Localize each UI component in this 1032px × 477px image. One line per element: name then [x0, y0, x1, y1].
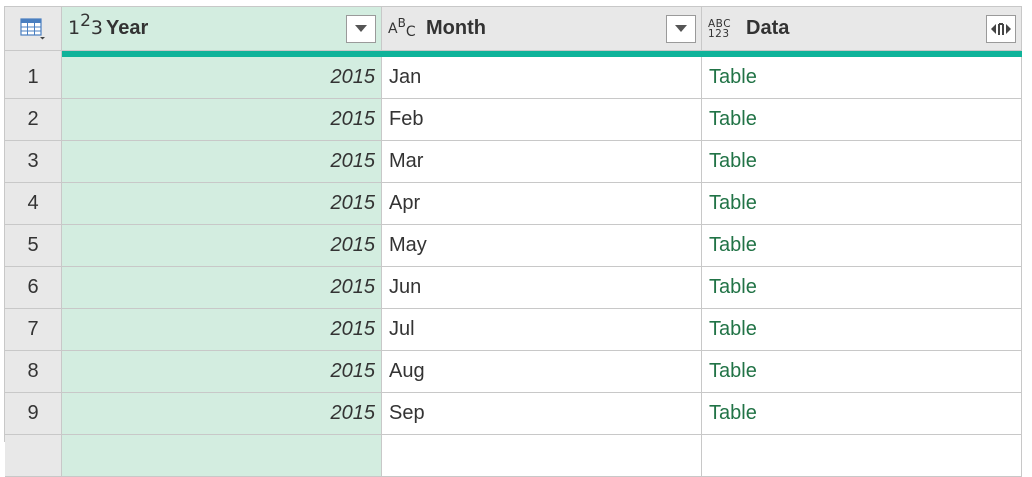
column-label-month: Month [426, 17, 486, 39]
table-row[interactable]: 8 2015 Aug Table [5, 351, 1022, 393]
row-number[interactable]: 7 [5, 309, 62, 351]
cell-month[interactable]: Jun [382, 267, 702, 309]
table-row[interactable]: 2 2015 Feb Table [5, 99, 1022, 141]
cell-month[interactable]: Apr [382, 183, 702, 225]
row-number[interactable]: 9 [5, 393, 62, 435]
cell-data-table-link[interactable]: Table [702, 393, 1022, 435]
cell-data-table-link[interactable]: Table [702, 99, 1022, 141]
cell-year[interactable]: 2015 [62, 141, 382, 183]
row-number[interactable]: 8 [5, 351, 62, 393]
row-number[interactable]: 2 [5, 99, 62, 141]
cell-year[interactable]: 2015 [62, 309, 382, 351]
any-type-icon[interactable]: ABC 123 [708, 17, 732, 40]
cell-year[interactable]: 2015 [62, 57, 382, 99]
cell-month[interactable]: Feb [382, 99, 702, 141]
chevron-down-icon [355, 25, 367, 32]
cell-data-table-link[interactable]: Table [702, 225, 1022, 267]
table-menu-button[interactable] [5, 7, 62, 50]
cell-month[interactable]: Jan [382, 57, 702, 99]
cell-data-table-link[interactable]: Table [702, 351, 1022, 393]
cell-month[interactable]: Sep [382, 393, 702, 435]
row-number[interactable]: 6 [5, 267, 62, 309]
empty-cell [382, 435, 702, 477]
cell-month[interactable]: Aug [382, 351, 702, 393]
cell-month[interactable]: May [382, 225, 702, 267]
table-row[interactable]: 9 2015 Sep Table [5, 393, 1022, 435]
quality-bar-spacer [5, 51, 62, 57]
cell-year[interactable]: 2015 [62, 351, 382, 393]
cell-data-table-link[interactable]: Table [702, 267, 1022, 309]
expand-icon [991, 22, 1011, 35]
row-number[interactable]: 3 [5, 141, 62, 183]
table-row[interactable]: 4 2015 Apr Table [5, 183, 1022, 225]
empty-cell [702, 435, 1022, 477]
cell-year[interactable]: 2015 [62, 225, 382, 267]
cell-year[interactable]: 2015 [62, 393, 382, 435]
cell-month[interactable]: Jul [382, 309, 702, 351]
table-row[interactable]: 3 2015 Mar Table [5, 141, 1022, 183]
column-header-data[interactable]: ABC 123 Data [702, 7, 1022, 50]
column-label-data: Data [746, 17, 790, 39]
table-row[interactable]: 5 2015 May Table [5, 225, 1022, 267]
filter-dropdown-button-year[interactable] [346, 14, 376, 43]
cell-year[interactable]: 2015 [62, 99, 382, 141]
chevron-down-icon [675, 25, 687, 32]
column-quality-bar [62, 51, 1022, 57]
cell-year[interactable]: 2015 [62, 183, 382, 225]
table-row[interactable]: 6 2015 Jun Table [5, 267, 1022, 309]
cell-month[interactable]: Mar [382, 141, 702, 183]
table-row[interactable]: 7 2015 Jul Table [5, 309, 1022, 351]
table-row-partial [5, 435, 1022, 477]
empty-cell [5, 435, 62, 477]
cell-data-table-link[interactable]: Table [702, 57, 1022, 99]
table-row[interactable]: 1 2015 Jan Table [5, 57, 1022, 99]
table-icon [20, 17, 45, 39]
row-number[interactable]: 1 [5, 57, 62, 99]
column-label-year: Year [106, 17, 149, 39]
cell-year[interactable]: 2015 [62, 267, 382, 309]
expand-column-button[interactable] [986, 14, 1016, 43]
cell-data-table-link[interactable]: Table [702, 309, 1022, 351]
row-number[interactable]: 4 [5, 183, 62, 225]
cell-data-table-link[interactable]: Table [702, 183, 1022, 225]
cell-data-table-link[interactable]: Table [702, 141, 1022, 183]
row-number[interactable]: 5 [5, 225, 62, 267]
empty-cell [62, 435, 382, 477]
filter-dropdown-button-month[interactable] [666, 14, 696, 43]
